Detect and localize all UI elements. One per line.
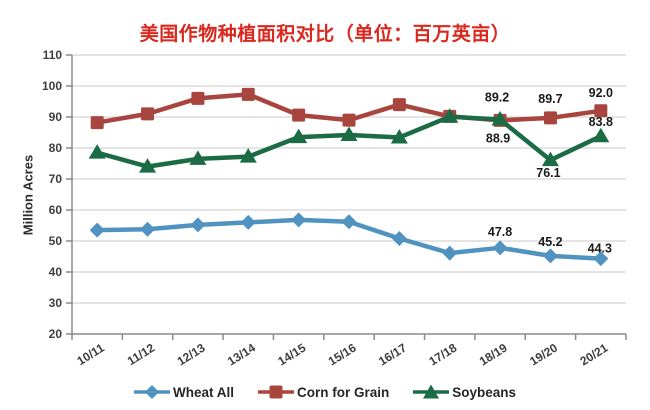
svg-text:89.7: 89.7: [538, 92, 562, 106]
legend-item-soybeans: Soybeans: [413, 384, 516, 400]
svg-text:11/12: 11/12: [125, 341, 158, 369]
svg-text:13/14: 13/14: [225, 340, 258, 368]
svg-text:18/19: 18/19: [477, 340, 510, 368]
legend-label-wheat-all: Wheat All: [172, 384, 234, 400]
svg-text:14/15: 14/15: [275, 340, 308, 368]
svg-text:70: 70: [49, 172, 63, 186]
chart-title: 美国作物种植面积对比（单位：百万英亩）: [139, 24, 511, 45]
svg-text:44.3: 44.3: [588, 242, 612, 256]
legend-label-corn-for-grain: Corn for Grain: [296, 384, 390, 400]
svg-text:50: 50: [49, 234, 63, 248]
svg-text:40: 40: [49, 265, 63, 279]
svg-text:100: 100: [42, 79, 62, 93]
svg-text:90: 90: [49, 110, 63, 124]
svg-text:88.9: 88.9: [486, 131, 510, 145]
series-wheat-all: [89, 212, 609, 267]
svg-text:12/13: 12/13: [175, 340, 208, 368]
legend-item-corn-for-grain: Corn for Grain: [257, 384, 390, 400]
svg-text:20: 20: [49, 327, 63, 341]
svg-text:110: 110: [43, 48, 63, 62]
svg-text:76.1: 76.1: [536, 166, 560, 180]
svg-text:83.8: 83.8: [589, 115, 613, 129]
soybeans-triangle-icon: [413, 384, 450, 399]
svg-text:15/16: 15/16: [326, 340, 359, 368]
series-soybeans: [88, 108, 610, 173]
svg-text:17/18: 17/18: [426, 340, 459, 368]
axes: [71, 55, 626, 335]
svg-text:89.2: 89.2: [485, 90, 509, 104]
y-tick-labels: 110 100 90 80 70 60 50 40 30 20: [42, 48, 72, 341]
svg-text:80: 80: [49, 141, 63, 155]
svg-text:47.8: 47.8: [488, 225, 512, 239]
svg-text:16/17: 16/17: [376, 340, 409, 368]
series-corn-for-grain: [90, 87, 608, 130]
svg-text:45.2: 45.2: [538, 235, 562, 249]
point-labels: 47.8 45.2 44.3 88.9 89.7 92.0 89.2 76.1 83.8: [485, 86, 613, 256]
x-tick-labels: 10/11 11/12 12/13 13/14 14/15 15/16 16/17 17/18…: [74, 340, 610, 368]
svg-text:10/11: 10/11: [74, 341, 107, 369]
legend-item-wheat-all: Wheat All: [133, 384, 234, 400]
legend: Wheat All Corn for Grain Soybeans: [0, 384, 650, 400]
corn-square-icon: [257, 385, 294, 399]
wheat-diamond-icon: [133, 385, 170, 399]
svg-text:60: 60: [49, 203, 63, 217]
svg-text:19/20: 19/20: [527, 340, 560, 368]
svg-text:92.0: 92.0: [589, 86, 613, 100]
legend-label-soybeans: Soybeans: [452, 384, 517, 400]
svg-text:20/21: 20/21: [578, 340, 611, 368]
x-ticks: [71, 334, 627, 340]
svg-text:30: 30: [49, 296, 63, 310]
